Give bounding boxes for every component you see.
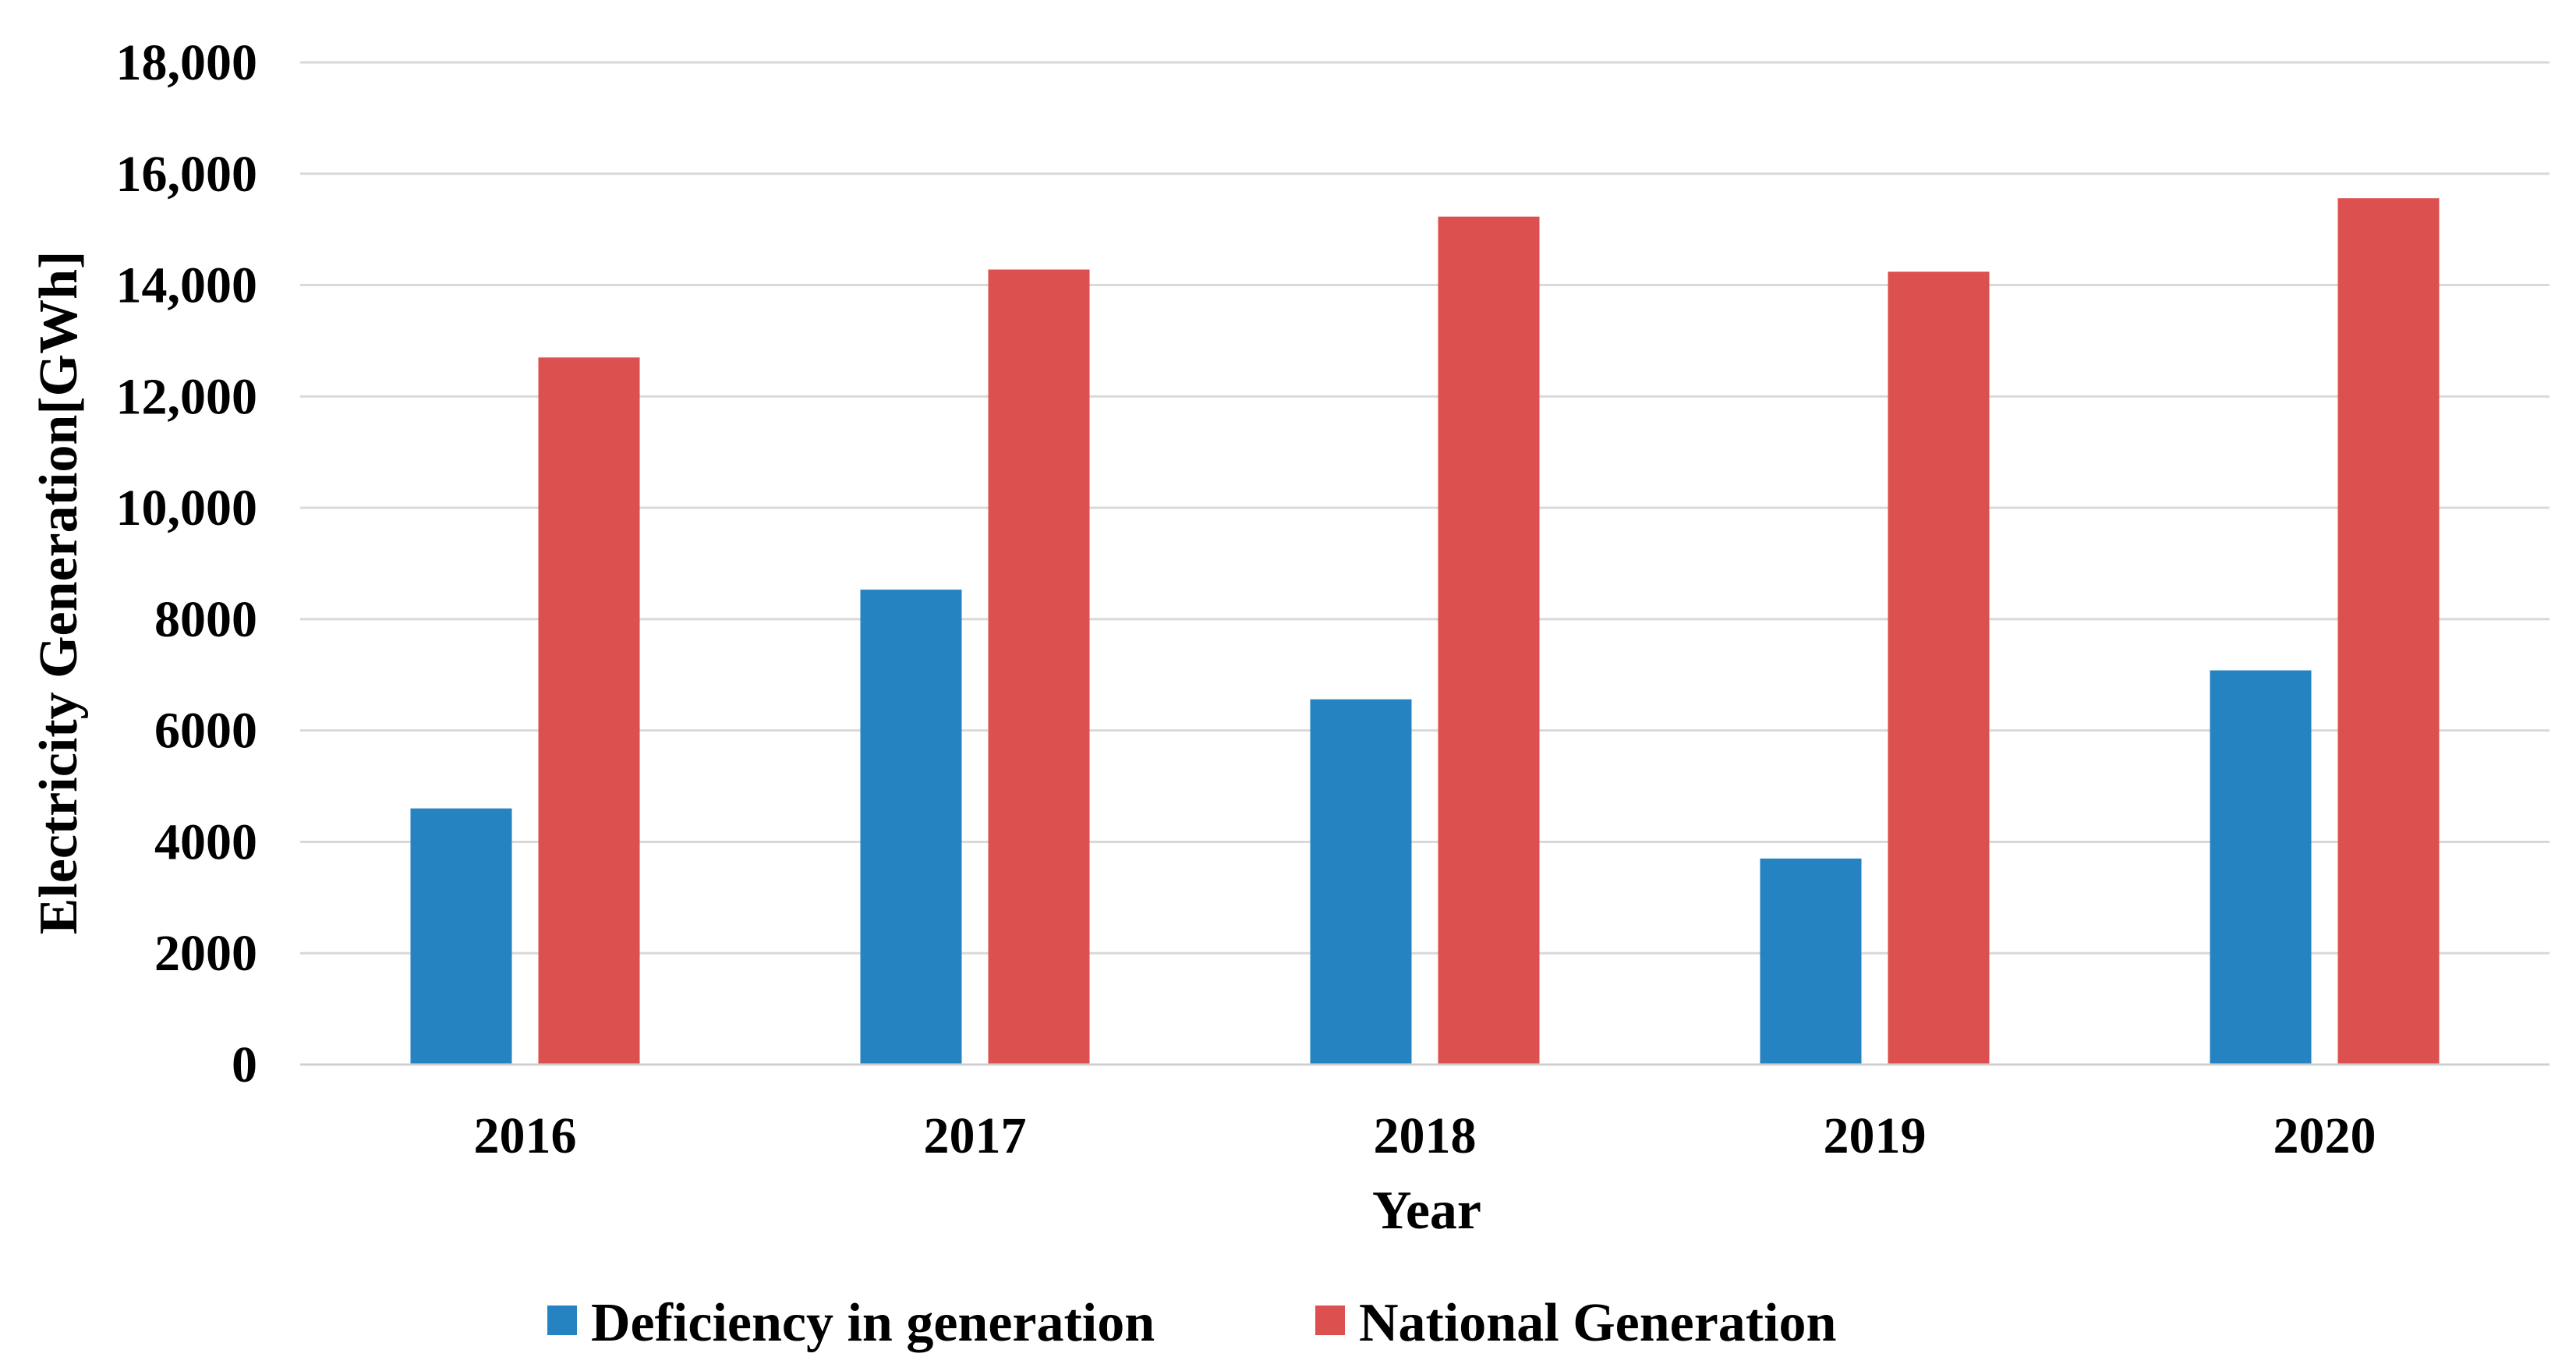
y-tick-label: 6000 [154,703,257,760]
bar-national-2016 [538,357,640,1065]
x-tick-label: 2017 [924,1107,1027,1164]
x-tick-label: 2016 [474,1107,577,1164]
bar-deficiency-2016 [410,808,512,1065]
y-tick-label: 4000 [154,813,257,870]
y-tick-label: 12,000 [116,368,258,425]
bar-national-2019 [1888,271,1990,1065]
gridlines [300,61,2549,955]
y-tick-labels: 0 2000 4000 6000 8000 10,000 12,000 14,000 16,00… [116,34,258,1093]
bar-deficiency-2019 [1760,858,1862,1065]
legend: Deficiency in generation National Genera… [547,1293,1836,1353]
x-tick-label: 2019 [1824,1107,1927,1164]
bar-deficiency-2020 [2210,670,2312,1065]
y-tick-label: 2000 [154,925,257,982]
x-tick-label: 2020 [2273,1107,2376,1164]
x-tick-labels: 2016 2017 2018 2019 2020 [474,1107,2376,1164]
bars [410,198,2440,1065]
y-axis-title: Electricity Generation[GWh] [29,251,89,935]
y-tick-label: 0 [232,1036,257,1093]
x-tick-label: 2018 [1374,1107,1477,1164]
y-tick-label: 14,000 [116,257,258,314]
bar-deficiency-2018 [1310,699,1412,1065]
y-tick-label: 18,000 [116,34,258,91]
legend-swatch-national [1315,1306,1345,1335]
legend-label-national: National Generation [1359,1293,1836,1353]
y-tick-label: 16,000 [116,146,258,203]
legend-label-deficiency: Deficiency in generation [591,1293,1155,1353]
x-axis-title: Year [1372,1181,1481,1241]
y-tick-label: 10,000 [116,480,258,537]
bar-national-2017 [988,269,1090,1065]
bar-national-2018 [1438,216,1540,1065]
bar-national-2020 [2337,198,2440,1065]
legend-swatch-deficiency [547,1306,577,1335]
y-tick-label: 8000 [154,591,257,648]
bar-deficiency-2017 [860,590,962,1065]
